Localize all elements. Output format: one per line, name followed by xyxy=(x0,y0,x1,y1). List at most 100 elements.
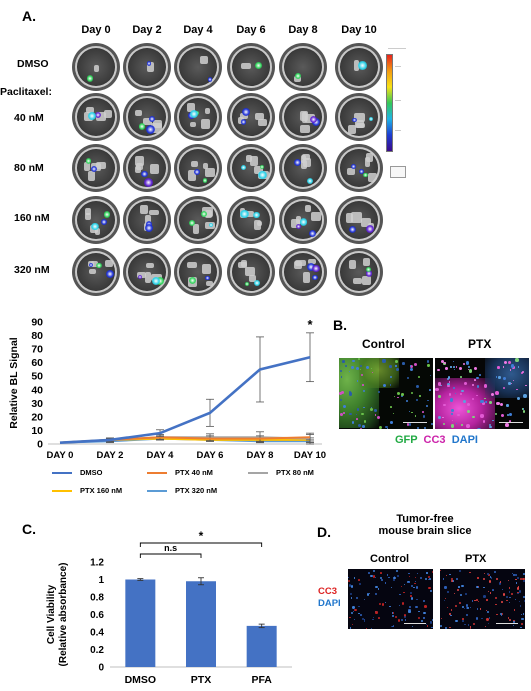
fluorescent-cell xyxy=(520,626,522,629)
bioluminescence-well xyxy=(282,46,324,88)
fluorescent-cell xyxy=(372,570,375,573)
fluorescent-cell xyxy=(466,607,469,610)
fluorescent-cell xyxy=(450,609,452,611)
fluorescent-cell xyxy=(502,593,506,596)
day-header: Day 2 xyxy=(132,24,162,36)
fluorescent-cell xyxy=(432,618,433,621)
fluorescent-cell xyxy=(506,414,509,416)
bioluminescence-spot xyxy=(204,275,210,281)
bioluminescence-spot xyxy=(148,115,155,122)
significance-bracket xyxy=(139,542,263,547)
fluorescent-cell xyxy=(348,391,351,394)
bioluminescence-spot xyxy=(312,117,321,126)
fluorescent-cell xyxy=(453,387,456,390)
fluorescent-cell xyxy=(395,365,397,367)
fluorescent-cell xyxy=(354,609,357,612)
fluorescent-cell xyxy=(471,383,474,387)
fluorescent-cell xyxy=(371,627,373,629)
fluorescent-cell xyxy=(499,582,502,585)
colorbar-header-line xyxy=(388,48,406,49)
fluorescent-cell xyxy=(522,573,525,575)
fluorescent-cell xyxy=(458,601,461,604)
tissue-slice xyxy=(254,112,265,120)
fluorescent-cell xyxy=(411,584,414,587)
fluorescent-cell xyxy=(518,600,520,602)
fluorescent-cell xyxy=(424,426,427,429)
line-chart-series xyxy=(59,332,314,445)
tissue-slice xyxy=(349,260,357,270)
significance-star: * xyxy=(307,317,313,332)
fluorescent-cell xyxy=(356,408,360,411)
fluorescent-cell xyxy=(516,587,520,590)
fluorescent-cell xyxy=(490,577,492,579)
fluorescent-cell xyxy=(423,599,425,602)
bioluminescence-well xyxy=(75,96,117,138)
bioluminescence-spot xyxy=(348,226,356,234)
fluorescent-cell xyxy=(375,585,378,589)
bioluminescence-spot xyxy=(94,111,101,119)
fluorescent-cell xyxy=(414,576,417,579)
bioluminescence-spot xyxy=(190,109,198,118)
fluorescent-cell xyxy=(475,617,479,620)
fluorescent-cell xyxy=(397,574,399,577)
fluorescent-cell xyxy=(408,606,412,609)
tissue-slice xyxy=(353,60,360,71)
tissue-slice xyxy=(366,153,373,163)
fluorescent-cell xyxy=(380,579,383,581)
series-line xyxy=(59,355,311,444)
tissue-slice xyxy=(193,223,200,234)
bioluminescence-spot xyxy=(207,77,212,82)
day-header: Day 10 xyxy=(341,24,377,36)
y-tick-label: 10 xyxy=(31,425,43,437)
tissue-slice xyxy=(246,155,253,163)
fluorescent-cell xyxy=(385,425,388,429)
fluorescent-cell xyxy=(488,617,490,619)
bioluminescence-spot xyxy=(362,172,368,178)
fluorescent-cell xyxy=(339,392,342,395)
fluorescent-cell xyxy=(467,368,469,371)
tissue-slice xyxy=(200,118,210,129)
fluorescent-cell xyxy=(426,572,428,574)
bioluminescence-well xyxy=(75,199,117,241)
bioluminescence-spot xyxy=(254,280,261,287)
fluorescent-cell xyxy=(446,377,449,380)
fluorescent-cell xyxy=(454,592,456,594)
fluorescent-cell xyxy=(522,408,525,410)
tissue-slice xyxy=(96,162,107,169)
fluorescent-cell xyxy=(443,403,446,407)
bioluminescence-spot xyxy=(365,270,373,277)
bioluminescence-spot xyxy=(105,269,115,279)
fluorescent-cell xyxy=(483,586,485,589)
tissue-slice xyxy=(187,262,197,268)
bioluminescence-well xyxy=(177,46,219,88)
fluorescent-cell xyxy=(456,588,460,591)
tissue-slice xyxy=(250,155,258,166)
fluorescent-cell xyxy=(495,376,498,378)
fluorescent-cell xyxy=(408,410,410,412)
fluorescent-cell xyxy=(517,593,519,595)
fluorescent-cell xyxy=(450,577,454,581)
fluorescent-cell xyxy=(379,425,383,429)
significance-label: * xyxy=(199,530,204,543)
bioluminescence-spot xyxy=(144,177,154,187)
fluorescent-cell xyxy=(467,366,470,369)
fluorescent-cell xyxy=(476,607,479,610)
fluorescent-cell xyxy=(524,600,525,603)
tissue-slice xyxy=(290,218,300,228)
bioluminescence-spot xyxy=(245,281,250,286)
tissue-slice xyxy=(134,109,142,117)
fluorescent-cell xyxy=(398,605,400,607)
fluorescent-cell xyxy=(510,364,515,368)
fluorescent-cell xyxy=(477,428,481,429)
fluorescent-cell xyxy=(343,412,345,415)
fluorescent-cell xyxy=(449,573,451,576)
fluorescent-cell xyxy=(446,574,448,576)
bioluminescence-spot xyxy=(86,75,94,82)
fluorescent-cell xyxy=(355,417,358,420)
fluorescent-cell xyxy=(451,413,453,415)
fluorescent-cell xyxy=(393,579,395,582)
tissue-slice xyxy=(254,165,263,175)
fluorescent-cell xyxy=(508,579,510,581)
fluorescent-cell xyxy=(415,580,417,582)
